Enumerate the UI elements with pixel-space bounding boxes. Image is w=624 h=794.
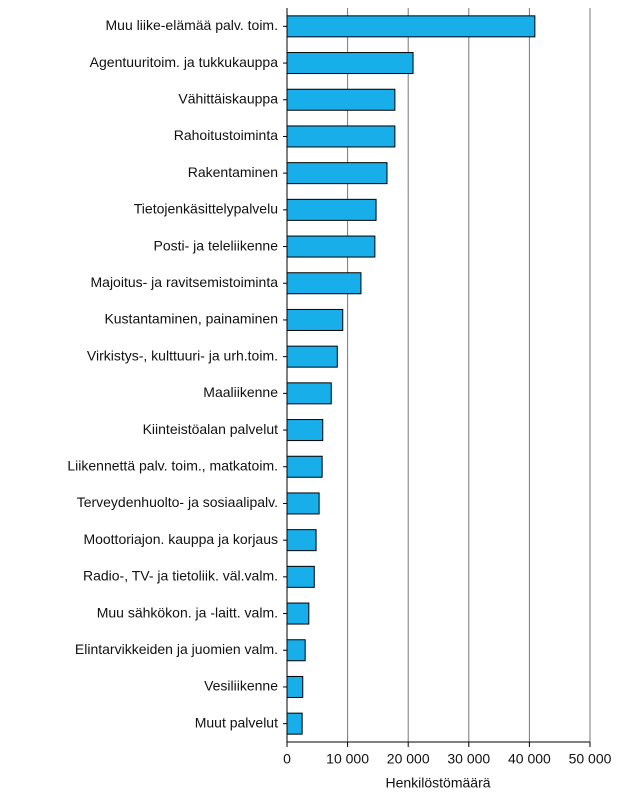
y-tick-label: Vesiliikenne xyxy=(204,678,278,694)
bar xyxy=(286,52,414,75)
bar xyxy=(286,345,338,368)
x-tick-label: 40 000 xyxy=(508,751,551,767)
bar xyxy=(286,15,536,38)
bar xyxy=(286,529,317,552)
x-tick-label: 10 000 xyxy=(326,751,369,767)
y-tick-label: Rakentaminen xyxy=(188,164,278,180)
y-tick-label: Maaliikenne xyxy=(203,384,278,400)
y-tick-label: Elintarvikkeiden ja juomien valm. xyxy=(75,641,278,657)
bar xyxy=(286,162,388,185)
y-tick-label: Muu sähkökon. ja -laitt. valm. xyxy=(97,604,278,620)
y-tick-label: Tietojenkäsittelypalvelu xyxy=(134,201,278,217)
x-tick-label: 50 000 xyxy=(569,751,612,767)
y-tick-label: Majoitus- ja ravitsemistoiminta xyxy=(91,274,279,290)
bar xyxy=(286,565,315,588)
y-tick-label: Muut palvelut xyxy=(195,714,278,730)
bar xyxy=(286,675,304,698)
y-tick-label: Moottoriajon. kauppa ja korjaus xyxy=(83,531,278,547)
bar xyxy=(286,419,324,442)
y-tick-label: Virkistys-, kulttuuri- ja urh.toim. xyxy=(87,347,278,363)
bar xyxy=(286,455,323,478)
x-tick-label: 30 000 xyxy=(447,751,490,767)
y-tick-label: Radio-, TV- ja tietoliik. väl.valm. xyxy=(83,568,278,584)
y-tick-label: Terveydenhuolto- ja sosiaalipalv. xyxy=(77,494,278,510)
y-tick-label: Muu liike-elämää palv. toim. xyxy=(106,17,278,33)
x-tick-label: 0 xyxy=(283,751,291,767)
bar xyxy=(286,125,396,148)
x-tick-label: 20 000 xyxy=(387,751,430,767)
bar xyxy=(286,308,344,331)
y-tick-label: Kiinteistöalan palvelut xyxy=(143,421,279,437)
bar xyxy=(286,639,306,662)
bar xyxy=(286,235,376,258)
y-tick-label: Liikennettä palv. toim., matkatoim. xyxy=(67,457,278,473)
bar xyxy=(286,272,362,295)
bar xyxy=(286,88,396,111)
bar xyxy=(286,712,303,735)
y-tick-label: Kustantaminen, painaminen xyxy=(104,311,278,327)
y-tick-label: Vähittäiskauppa xyxy=(178,90,278,106)
y-tick-label: Posti- ja teleliikenne xyxy=(153,237,278,253)
bar xyxy=(286,198,377,221)
bar xyxy=(286,382,332,405)
y-tick-label: Rahoitustoiminta xyxy=(174,127,278,143)
bar xyxy=(286,492,320,515)
y-tick-label: Agentuuritoim. ja tukkukauppa xyxy=(90,54,279,70)
bar xyxy=(286,602,310,625)
x-axis-label: Henkilöstömäärä xyxy=(385,775,490,791)
